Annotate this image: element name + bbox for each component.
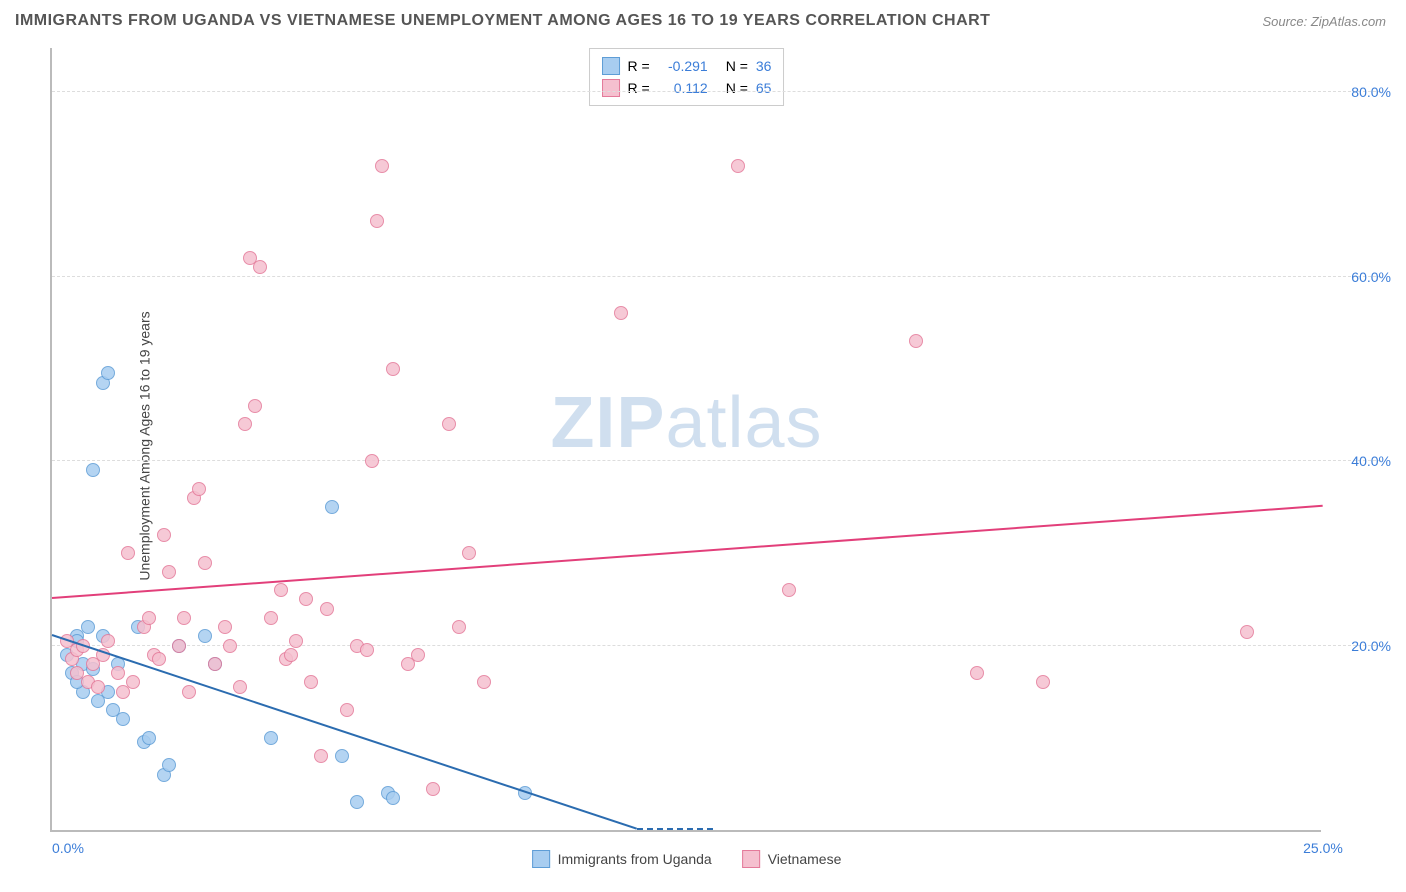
x-tick-label: 0.0% bbox=[52, 840, 84, 856]
watermark: ZIPatlas bbox=[550, 382, 822, 464]
plot-area: ZIPatlas R =-0.291 N =36R =0.112 N =65 I… bbox=[50, 48, 1321, 832]
r-value: 0.112 bbox=[658, 80, 708, 96]
data-point bbox=[426, 782, 440, 796]
gridline bbox=[52, 91, 1381, 92]
y-tick-label: 20.0% bbox=[1331, 638, 1391, 654]
r-value: -0.291 bbox=[658, 58, 708, 74]
data-point bbox=[126, 675, 140, 689]
x-tick-label: 25.0% bbox=[1303, 840, 1343, 856]
y-tick-label: 60.0% bbox=[1331, 269, 1391, 285]
data-point bbox=[157, 528, 171, 542]
data-point bbox=[192, 482, 206, 496]
data-point bbox=[320, 602, 334, 616]
data-point bbox=[360, 643, 374, 657]
trendline bbox=[637, 828, 713, 830]
data-point bbox=[452, 620, 466, 634]
data-point bbox=[248, 399, 262, 413]
trendline bbox=[52, 505, 1323, 599]
data-point bbox=[264, 731, 278, 745]
series-legend: Immigrants from Uganda Vietnamese bbox=[532, 850, 842, 868]
n-value: 36 bbox=[756, 58, 772, 74]
data-point bbox=[614, 306, 628, 320]
data-point bbox=[223, 639, 237, 653]
trendline bbox=[52, 634, 637, 830]
data-point bbox=[101, 634, 115, 648]
data-point bbox=[218, 620, 232, 634]
data-point bbox=[477, 675, 491, 689]
data-point bbox=[101, 366, 115, 380]
legend-label: Immigrants from Uganda bbox=[558, 851, 712, 867]
gridline bbox=[52, 645, 1381, 646]
data-point bbox=[253, 260, 267, 274]
data-point bbox=[81, 620, 95, 634]
data-point bbox=[386, 362, 400, 376]
data-point bbox=[142, 731, 156, 745]
data-point bbox=[731, 159, 745, 173]
chart-title: IMMIGRANTS FROM UGANDA VS VIETNAMESE UNE… bbox=[15, 12, 990, 30]
data-point bbox=[462, 546, 476, 560]
data-point bbox=[116, 712, 130, 726]
data-point bbox=[91, 680, 105, 694]
data-point bbox=[909, 334, 923, 348]
data-point bbox=[442, 417, 456, 431]
gridline bbox=[52, 276, 1381, 277]
data-point bbox=[340, 703, 354, 717]
source-attribution: Source: ZipAtlas.com bbox=[1262, 14, 1386, 29]
gridline bbox=[52, 460, 1381, 461]
legend-swatch bbox=[602, 57, 620, 75]
legend-item: Vietnamese bbox=[742, 850, 842, 868]
data-point bbox=[172, 639, 186, 653]
data-point bbox=[1240, 625, 1254, 639]
data-point bbox=[365, 454, 379, 468]
legend-swatch bbox=[532, 850, 550, 868]
data-point bbox=[264, 611, 278, 625]
y-tick-label: 80.0% bbox=[1331, 84, 1391, 100]
correlation-legend: R =-0.291 N =36R =0.112 N =65 bbox=[589, 48, 785, 106]
data-point bbox=[162, 758, 176, 772]
data-point bbox=[177, 611, 191, 625]
data-point bbox=[111, 666, 125, 680]
legend-item: Immigrants from Uganda bbox=[532, 850, 712, 868]
data-point bbox=[782, 583, 796, 597]
data-point bbox=[142, 611, 156, 625]
data-point bbox=[86, 463, 100, 477]
data-point bbox=[274, 583, 288, 597]
data-point bbox=[314, 749, 328, 763]
data-point bbox=[198, 556, 212, 570]
data-point bbox=[238, 417, 252, 431]
y-tick-label: 40.0% bbox=[1331, 453, 1391, 469]
legend-label: Vietnamese bbox=[768, 851, 842, 867]
data-point bbox=[325, 500, 339, 514]
data-point bbox=[121, 546, 135, 560]
data-point bbox=[299, 592, 313, 606]
data-point bbox=[152, 652, 166, 666]
legend-row: R =0.112 N =65 bbox=[602, 77, 772, 99]
data-point bbox=[198, 629, 212, 643]
data-point bbox=[182, 685, 196, 699]
data-point bbox=[1036, 675, 1050, 689]
data-point bbox=[208, 657, 222, 671]
data-point bbox=[350, 795, 364, 809]
data-point bbox=[284, 648, 298, 662]
legend-row: R =-0.291 N =36 bbox=[602, 55, 772, 77]
chart-container: IMMIGRANTS FROM UGANDA VS VIETNAMESE UNE… bbox=[0, 0, 1406, 892]
data-point bbox=[375, 159, 389, 173]
data-point bbox=[411, 648, 425, 662]
data-point bbox=[386, 791, 400, 805]
data-point bbox=[335, 749, 349, 763]
data-point bbox=[233, 680, 247, 694]
legend-swatch bbox=[602, 79, 620, 97]
data-point bbox=[289, 634, 303, 648]
data-point bbox=[370, 214, 384, 228]
data-point bbox=[970, 666, 984, 680]
n-value: 65 bbox=[756, 80, 772, 96]
data-point bbox=[162, 565, 176, 579]
legend-swatch bbox=[742, 850, 760, 868]
data-point bbox=[304, 675, 318, 689]
